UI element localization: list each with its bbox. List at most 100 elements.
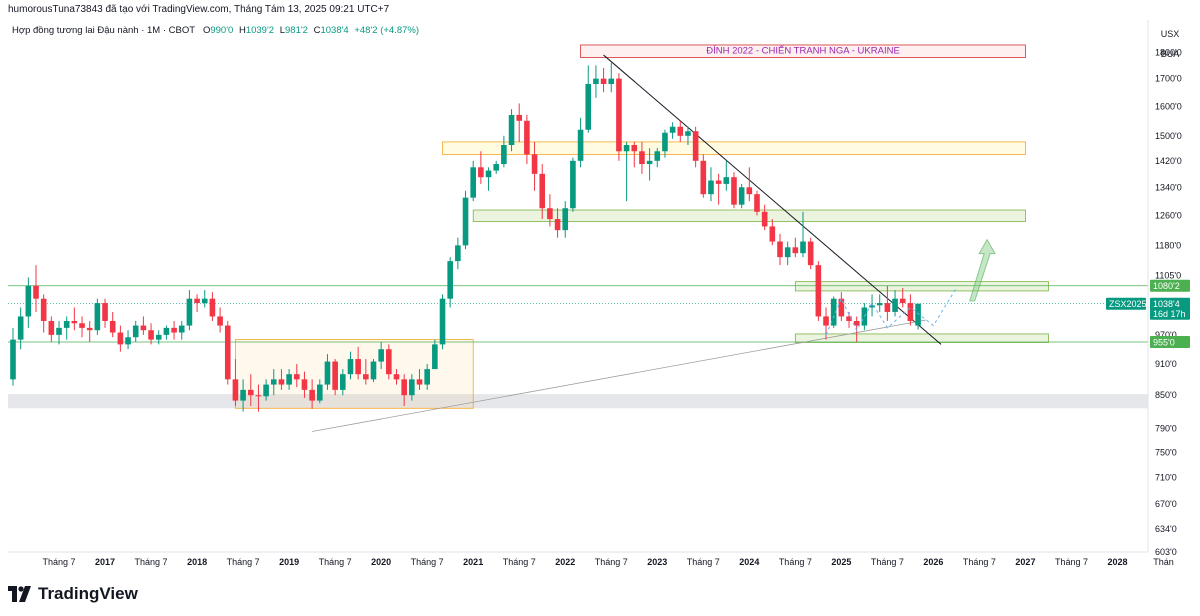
candle-body[interactable] — [907, 303, 914, 321]
candle-body[interactable] — [439, 298, 446, 345]
candle-body[interactable] — [163, 327, 170, 335]
candle-body[interactable] — [830, 298, 837, 326]
candle-body[interactable] — [754, 194, 760, 212]
candle-body[interactable] — [769, 226, 776, 242]
candle-body[interactable] — [309, 389, 315, 401]
candle-body[interactable] — [363, 374, 369, 380]
zone-red-0[interactable] — [580, 44, 1026, 59]
candle-body[interactable] — [646, 160, 653, 165]
candle-body[interactable] — [807, 241, 814, 266]
candle-body[interactable] — [401, 379, 407, 396]
candle-body[interactable] — [853, 320, 860, 326]
candle-body[interactable] — [224, 325, 231, 380]
unit-mode-label[interactable]: BUA — [1160, 49, 1180, 59]
candle-body[interactable] — [347, 359, 354, 375]
candle-body[interactable] — [731, 177, 737, 205]
candle-body[interactable] — [255, 395, 262, 397]
candle-body[interactable] — [792, 247, 799, 254]
candle-body[interactable] — [746, 187, 753, 195]
currency-label[interactable]: USX — [1160, 29, 1180, 39]
candle-body[interactable] — [593, 78, 599, 85]
candle-body[interactable] — [577, 129, 584, 161]
candle-body[interactable] — [899, 298, 906, 304]
symbol-description[interactable]: Hợp đồng tương lai Đậu nành · 1M · CBOT — [12, 25, 196, 36]
candle-body[interactable] — [86, 327, 93, 331]
candle-body[interactable] — [332, 361, 338, 390]
candle-body[interactable] — [539, 173, 546, 209]
candle-body[interactable] — [209, 298, 216, 317]
zone-green-3[interactable] — [794, 281, 1049, 292]
candle-body[interactable] — [432, 344, 438, 370]
candle-body[interactable] — [378, 349, 384, 362]
candle-body[interactable] — [846, 316, 852, 321]
candle-body[interactable] — [669, 126, 676, 133]
candle-body[interactable] — [876, 303, 883, 306]
candle-body[interactable] — [293, 374, 300, 380]
candle-body[interactable] — [654, 151, 661, 161]
candle-body[interactable] — [10, 339, 16, 380]
candle-body[interactable] — [386, 349, 392, 375]
candle-body[interactable] — [324, 361, 331, 385]
candle-body[interactable] — [662, 132, 668, 152]
zone-green-2[interactable] — [472, 209, 1026, 223]
candle-body[interactable] — [478, 167, 484, 178]
candle-body[interactable] — [79, 323, 85, 328]
candle-body[interactable] — [247, 389, 254, 396]
candle-body[interactable] — [186, 298, 193, 326]
candle-body[interactable] — [132, 325, 139, 338]
trendline-black[interactable] — [603, 54, 942, 345]
candle-body[interactable] — [800, 241, 806, 254]
candle-body[interactable] — [40, 298, 47, 321]
candle-body[interactable] — [63, 320, 70, 328]
candle-body[interactable] — [554, 219, 561, 231]
candle-body[interactable] — [240, 389, 246, 401]
candle-body[interactable] — [393, 374, 400, 380]
candle-body[interactable] — [424, 369, 430, 385]
candle-body[interactable] — [715, 180, 722, 184]
candle-body[interactable] — [508, 114, 515, 146]
candle-body[interactable] — [616, 78, 622, 152]
candle-body[interactable] — [301, 379, 308, 390]
candle-body[interactable] — [148, 330, 154, 340]
candle-body[interactable] — [447, 261, 453, 299]
candle-body[interactable] — [194, 298, 200, 304]
candle-body[interactable] — [485, 170, 492, 178]
candle-body[interactable] — [270, 379, 277, 385]
candle-body[interactable] — [777, 241, 783, 258]
candle-body[interactable] — [25, 285, 32, 317]
candle-body[interactable] — [892, 298, 898, 312]
candle-body[interactable] — [516, 114, 523, 121]
candle-body[interactable] — [278, 379, 285, 385]
candle-body[interactable] — [33, 285, 39, 299]
candle-body[interactable] — [370, 361, 377, 380]
candle-body[interactable] — [71, 320, 78, 324]
candle-body[interactable] — [600, 78, 607, 85]
candle-body[interactable] — [125, 337, 131, 345]
candle-body[interactable] — [232, 379, 239, 401]
candle-body[interactable] — [869, 305, 875, 308]
candle-body[interactable] — [524, 120, 530, 155]
trendline-gray[interactable] — [312, 319, 926, 432]
candle-body[interactable] — [631, 145, 638, 152]
candle-body[interactable] — [700, 160, 707, 195]
candle-body[interactable] — [17, 316, 24, 340]
candle-body[interactable] — [708, 180, 714, 195]
candle-body[interactable] — [340, 374, 346, 390]
candle-body[interactable] — [94, 303, 101, 331]
candle-body[interactable] — [823, 316, 829, 326]
candle-body[interactable] — [723, 177, 730, 184]
zone-green-4[interactable] — [794, 333, 1049, 343]
candle-body[interactable] — [738, 187, 745, 205]
candle-body[interactable] — [639, 151, 645, 165]
candle-body[interactable] — [501, 145, 507, 165]
candle-body[interactable] — [286, 374, 292, 385]
candle-body[interactable] — [140, 325, 147, 331]
candle-body[interactable] — [409, 379, 415, 396]
candle-body[interactable] — [838, 298, 845, 317]
candle-body[interactable] — [585, 84, 592, 130]
candle-body[interactable] — [102, 303, 108, 321]
candle-body[interactable] — [56, 327, 62, 335]
projection-path[interactable] — [825, 287, 957, 336]
candle-body[interactable] — [547, 208, 553, 220]
